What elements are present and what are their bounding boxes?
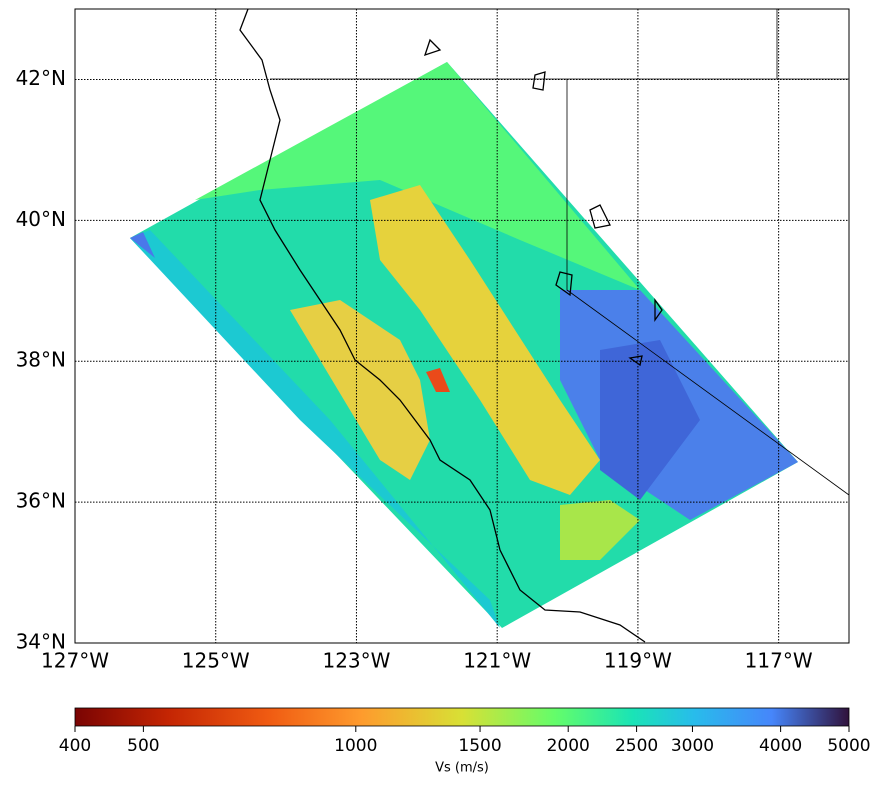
colorbar-tick-label: 4000 xyxy=(759,736,802,756)
colorbar-tick-label: 1500 xyxy=(458,736,501,756)
lakes xyxy=(423,38,663,367)
x-tick-label: 119°W xyxy=(604,649,672,673)
y-tick-label: 38°N xyxy=(16,348,66,372)
colorbar-tick-label: 1000 xyxy=(334,736,377,756)
colorbar-tick-label: 5000 xyxy=(827,736,870,756)
velocity-field xyxy=(130,62,798,628)
y-tick-label: 34°N xyxy=(16,630,66,654)
x-tick-label: 117°W xyxy=(745,649,813,673)
coast-path xyxy=(239,8,646,643)
y-tick-label: 42°N xyxy=(16,66,66,90)
colorbar-tick-label: 400 xyxy=(59,736,91,756)
x-tick-label: 123°W xyxy=(322,649,390,673)
map-frame xyxy=(74,8,850,644)
y-tick-label: 40°N xyxy=(16,207,66,231)
colorbar-tick-label: 2000 xyxy=(547,736,590,756)
colorbar-tick-label: 2500 xyxy=(615,736,658,756)
coastline xyxy=(239,8,663,643)
colorbar-tick-label: 3000 xyxy=(671,736,714,756)
x-tick-label: 127°W xyxy=(41,649,109,673)
colorbar-tick-label: 500 xyxy=(127,736,159,756)
colorbar-label: Vs (m/s) xyxy=(435,761,489,776)
y-tick-label: 36°N xyxy=(16,489,66,513)
colorbar xyxy=(74,707,850,727)
x-tick-label: 121°W xyxy=(463,649,531,673)
x-tick-label: 125°W xyxy=(182,649,250,673)
